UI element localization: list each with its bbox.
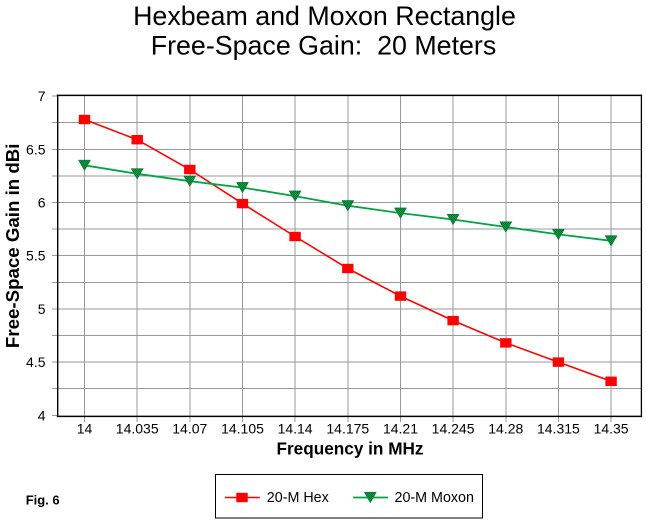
svg-text:20-M Hex: 20-M Hex — [267, 490, 329, 506]
svg-text:7: 7 — [38, 88, 46, 104]
svg-text:14.245: 14.245 — [432, 421, 475, 437]
svg-text:14.28: 14.28 — [488, 421, 523, 437]
svg-text:14.14: 14.14 — [278, 421, 313, 437]
svg-text:4.5: 4.5 — [26, 354, 46, 370]
svg-text:Free-Space Gain in dBi: Free-Space Gain in dBi — [2, 144, 23, 349]
svg-text:14.035: 14.035 — [116, 421, 159, 437]
svg-text:6: 6 — [38, 195, 46, 211]
svg-text:5.5: 5.5 — [26, 248, 46, 264]
svg-text:Frequency in MHz: Frequency in MHz — [276, 438, 423, 458]
svg-text:14.175: 14.175 — [326, 421, 369, 437]
svg-text:14.35: 14.35 — [594, 421, 629, 437]
svg-text:14.105: 14.105 — [221, 421, 264, 437]
svg-text:Fig. 6: Fig. 6 — [26, 493, 60, 508]
svg-text:Free-Space Gain: 20 Meters: Free-Space Gain: 20 Meters — [151, 30, 497, 60]
svg-text:14.07: 14.07 — [172, 421, 207, 437]
svg-text:20-M Moxon: 20-M Moxon — [395, 490, 475, 506]
svg-text:14.315: 14.315 — [537, 421, 580, 437]
svg-text:14: 14 — [77, 421, 93, 437]
svg-text:6.5: 6.5 — [26, 141, 46, 157]
svg-text:Hexbeam and Moxon Rectangle: Hexbeam and Moxon Rectangle — [133, 1, 516, 31]
svg-text:5: 5 — [38, 301, 46, 317]
svg-text:14.21: 14.21 — [383, 421, 418, 437]
svg-text:4: 4 — [38, 407, 46, 423]
